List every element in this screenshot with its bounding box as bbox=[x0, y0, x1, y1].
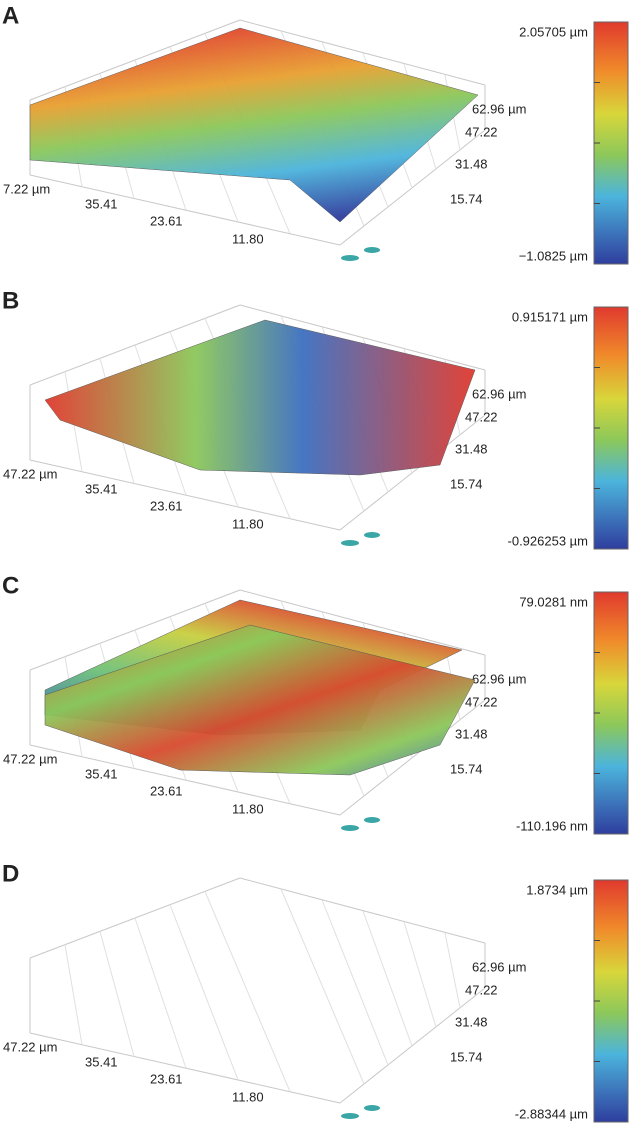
x-tick-label: 47.22 µm bbox=[3, 466, 57, 481]
y-tick-label: 31.48 bbox=[455, 156, 488, 171]
orientation-icon bbox=[341, 825, 359, 831]
x-tick-label: 23.61 bbox=[150, 213, 183, 228]
box-edge bbox=[29, 174, 341, 246]
y-tick-label: 31.48 bbox=[455, 441, 488, 456]
surface bbox=[29, 27, 479, 223]
x-tick-label: 47.22 µm bbox=[3, 751, 57, 766]
box-edge bbox=[239, 589, 486, 656]
x-tick-label: 11.80 bbox=[232, 801, 264, 816]
orientation-icon bbox=[341, 540, 359, 546]
box-edge bbox=[29, 589, 241, 671]
x-tick-label: 23.61 bbox=[150, 783, 183, 798]
y-tick-label: 62.96 µm bbox=[472, 101, 526, 116]
box-grid bbox=[403, 921, 437, 1028]
y-tick-label: 15.74 bbox=[450, 1049, 483, 1064]
panel-label: A bbox=[2, 2, 19, 29]
colorbar-min: -2.88344 µm bbox=[515, 1106, 588, 1121]
y-tick-label: 47.22 bbox=[465, 694, 498, 709]
box-edge bbox=[339, 987, 486, 1104]
panel-label: D bbox=[2, 860, 19, 887]
orientation-icon bbox=[364, 532, 380, 538]
y-tick-label: 15.74 bbox=[450, 476, 483, 491]
x-tick-label: 11.80 bbox=[232, 516, 264, 531]
x-tick-label: 35.41 bbox=[85, 766, 118, 781]
box-edge bbox=[29, 1032, 341, 1104]
box-grid bbox=[204, 891, 291, 1092]
panel: B 0.915171 µm -0.926253 µm 47.22 µm 35.41 23.… bbox=[2, 287, 629, 550]
orientation-icon bbox=[364, 247, 380, 253]
y-tick-label: 47.22 bbox=[465, 982, 498, 997]
colorbar-max: 1.8734 µm bbox=[526, 882, 588, 897]
box-edge bbox=[239, 304, 486, 371]
box-edge bbox=[239, 19, 486, 86]
box-grid bbox=[321, 899, 389, 1066]
colorbar-min: −1.0825 µm bbox=[519, 248, 588, 263]
colorbar-min: -0.926253 µm bbox=[508, 533, 588, 548]
box-grid bbox=[134, 917, 187, 1069]
y-tick-label: 15.74 bbox=[450, 191, 483, 206]
box-grid bbox=[444, 932, 461, 1009]
panel: A 2.05705 µm −1.0825 µm 7.22 µm 35.41 23.61 11… bbox=[2, 2, 629, 265]
box-grid bbox=[99, 931, 135, 1057]
orientation-icon bbox=[364, 817, 380, 823]
x-tick-label: 7.22 µm bbox=[3, 181, 50, 196]
x-tick-label: 35.41 bbox=[85, 196, 118, 211]
y-tick-label: 31.48 bbox=[455, 1014, 488, 1029]
y-tick-label: 47.22 bbox=[465, 124, 498, 139]
box-edge bbox=[239, 877, 486, 944]
x-tick-label: 47.22 µm bbox=[3, 1039, 57, 1054]
orientation-icon bbox=[341, 255, 359, 261]
panel-label: C bbox=[2, 572, 19, 599]
panel: D 1.8734 µm -2.88344 µm 47.22 µm 35.41 23.61 1… bbox=[2, 624, 629, 1123]
y-tick-label: 62.96 µm bbox=[472, 386, 526, 401]
x-tick-label: 11.80 bbox=[232, 231, 264, 246]
surface bbox=[44, 624, 476, 776]
x-tick-label: 23.61 bbox=[150, 1071, 183, 1086]
x-tick-label: 35.41 bbox=[85, 481, 118, 496]
box-edge bbox=[29, 19, 241, 101]
y-tick-label: 15.74 bbox=[450, 761, 483, 776]
box-edge bbox=[29, 877, 241, 959]
x-tick-label: 35.41 bbox=[85, 1054, 118, 1069]
colorbar-max: 0.915171 µm bbox=[512, 309, 588, 324]
x-tick-label: 11.80 bbox=[232, 1089, 264, 1104]
box-grid bbox=[280, 888, 365, 1085]
y-tick-label: 62.96 µm bbox=[472, 959, 526, 974]
colorbar-min: -110.196 nm bbox=[516, 818, 588, 833]
colorbar-max: 2.05705 µm bbox=[519, 24, 588, 39]
y-tick-label: 47.22 bbox=[465, 409, 498, 424]
surface bbox=[44, 319, 476, 476]
y-tick-label: 62.96 µm bbox=[472, 671, 526, 686]
panel-label: B bbox=[2, 287, 19, 314]
y-tick-label: 31.48 bbox=[455, 726, 488, 741]
x-tick-label: 23.61 bbox=[150, 498, 183, 513]
colorbar-max: 79.0281 nm bbox=[519, 594, 588, 609]
box-grid bbox=[169, 904, 239, 1080]
box-edge bbox=[29, 304, 241, 386]
orientation-icon bbox=[341, 1113, 359, 1119]
box-grid bbox=[362, 910, 413, 1047]
box-grid bbox=[64, 944, 83, 1045]
orientation-icon bbox=[364, 1105, 380, 1111]
